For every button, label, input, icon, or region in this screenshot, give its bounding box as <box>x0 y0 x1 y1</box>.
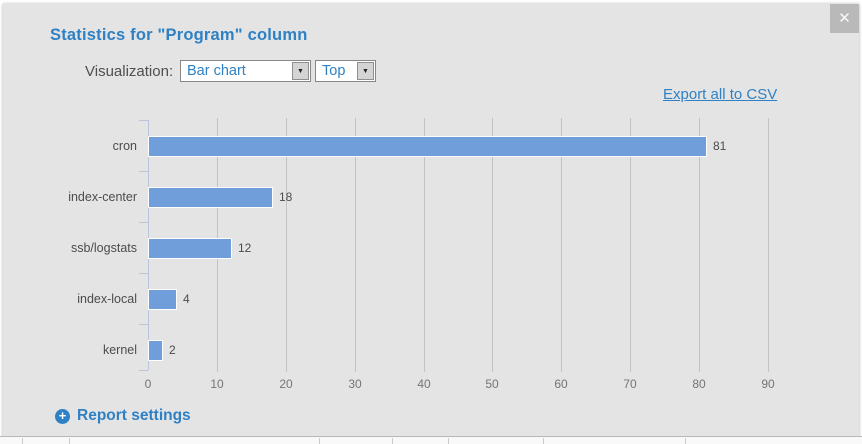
top-select[interactable]: Top ▼ <box>315 60 376 82</box>
bar-ssb-logstats <box>148 238 232 259</box>
bar-kernel <box>148 340 163 361</box>
bar-value-label: 4 <box>183 292 190 306</box>
y-axis-tick <box>139 370 148 371</box>
table-column-separator <box>319 438 320 444</box>
report-settings-link[interactable]: + Report settings <box>55 407 191 425</box>
gridline <box>699 118 700 372</box>
category-label: index-local <box>77 292 137 306</box>
gridline <box>286 118 287 372</box>
dropdown-arrow-icon: ▼ <box>357 62 374 80</box>
gridline <box>492 118 493 372</box>
table-column-separator <box>392 438 393 444</box>
close-button[interactable]: ✕ <box>830 4 859 33</box>
y-axis-tick <box>139 120 148 121</box>
y-axis-tick <box>139 171 148 172</box>
statistics-modal: ✕ Statistics for "Program" column Visual… <box>3 3 859 436</box>
modal-title: Statistics for "Program" column <box>50 26 308 44</box>
chart-type-select[interactable]: Bar chart ▼ <box>180 60 311 82</box>
y-axis-tick <box>139 273 148 274</box>
x-tick-label: 70 <box>623 377 637 391</box>
gridline <box>561 118 562 372</box>
plus-icon: + <box>55 408 70 424</box>
bar-value-label: 18 <box>279 190 293 204</box>
category-label: index-center <box>68 190 137 204</box>
x-tick-label: 90 <box>761 377 775 391</box>
background-table-strip <box>0 436 862 444</box>
x-tick-label: 40 <box>417 377 431 391</box>
bar-index-local <box>148 289 177 310</box>
x-tick-label: 50 <box>485 377 499 391</box>
bar-index-center <box>148 187 273 208</box>
gridline <box>424 118 425 372</box>
table-column-separator <box>69 438 70 444</box>
x-tick-label: 80 <box>692 377 706 391</box>
bar-cron <box>148 136 707 157</box>
table-column-separator <box>448 438 449 444</box>
gridline <box>630 118 631 372</box>
bar-value-label: 12 <box>238 241 252 255</box>
bar-value-label: 2 <box>169 343 176 357</box>
chart-type-select-value: Bar chart <box>187 63 246 79</box>
table-column-separator <box>543 438 544 444</box>
table-column-separator <box>685 438 686 444</box>
category-label: ssb/logstats <box>70 241 137 255</box>
bar-value-label: 81 <box>713 139 727 153</box>
close-icon: ✕ <box>838 10 851 27</box>
report-settings-label: Report settings <box>77 407 191 424</box>
bar-chart: 0 10 20 30 40 50 60 70 80 90 cron 81 index-center 18 s… <box>3 3 859 436</box>
x-tick-label: 30 <box>348 377 362 391</box>
top-select-value: Top <box>322 63 346 79</box>
x-tick-label: 0 <box>144 377 152 391</box>
x-tick-label: 10 <box>210 377 224 391</box>
gridline <box>768 118 769 372</box>
category-label: kernel <box>102 343 137 357</box>
category-label: cron <box>112 139 137 153</box>
y-axis-tick <box>139 222 148 223</box>
visualization-label: Visualization: <box>85 63 174 80</box>
x-tick-label: 20 <box>279 377 293 391</box>
export-csv-link[interactable]: Export all to CSV <box>663 86 778 103</box>
gridline <box>355 118 356 372</box>
table-column-separator <box>22 438 23 444</box>
dropdown-arrow-icon: ▼ <box>292 62 309 80</box>
x-tick-label: 60 <box>554 377 568 391</box>
y-axis-tick <box>139 324 148 325</box>
